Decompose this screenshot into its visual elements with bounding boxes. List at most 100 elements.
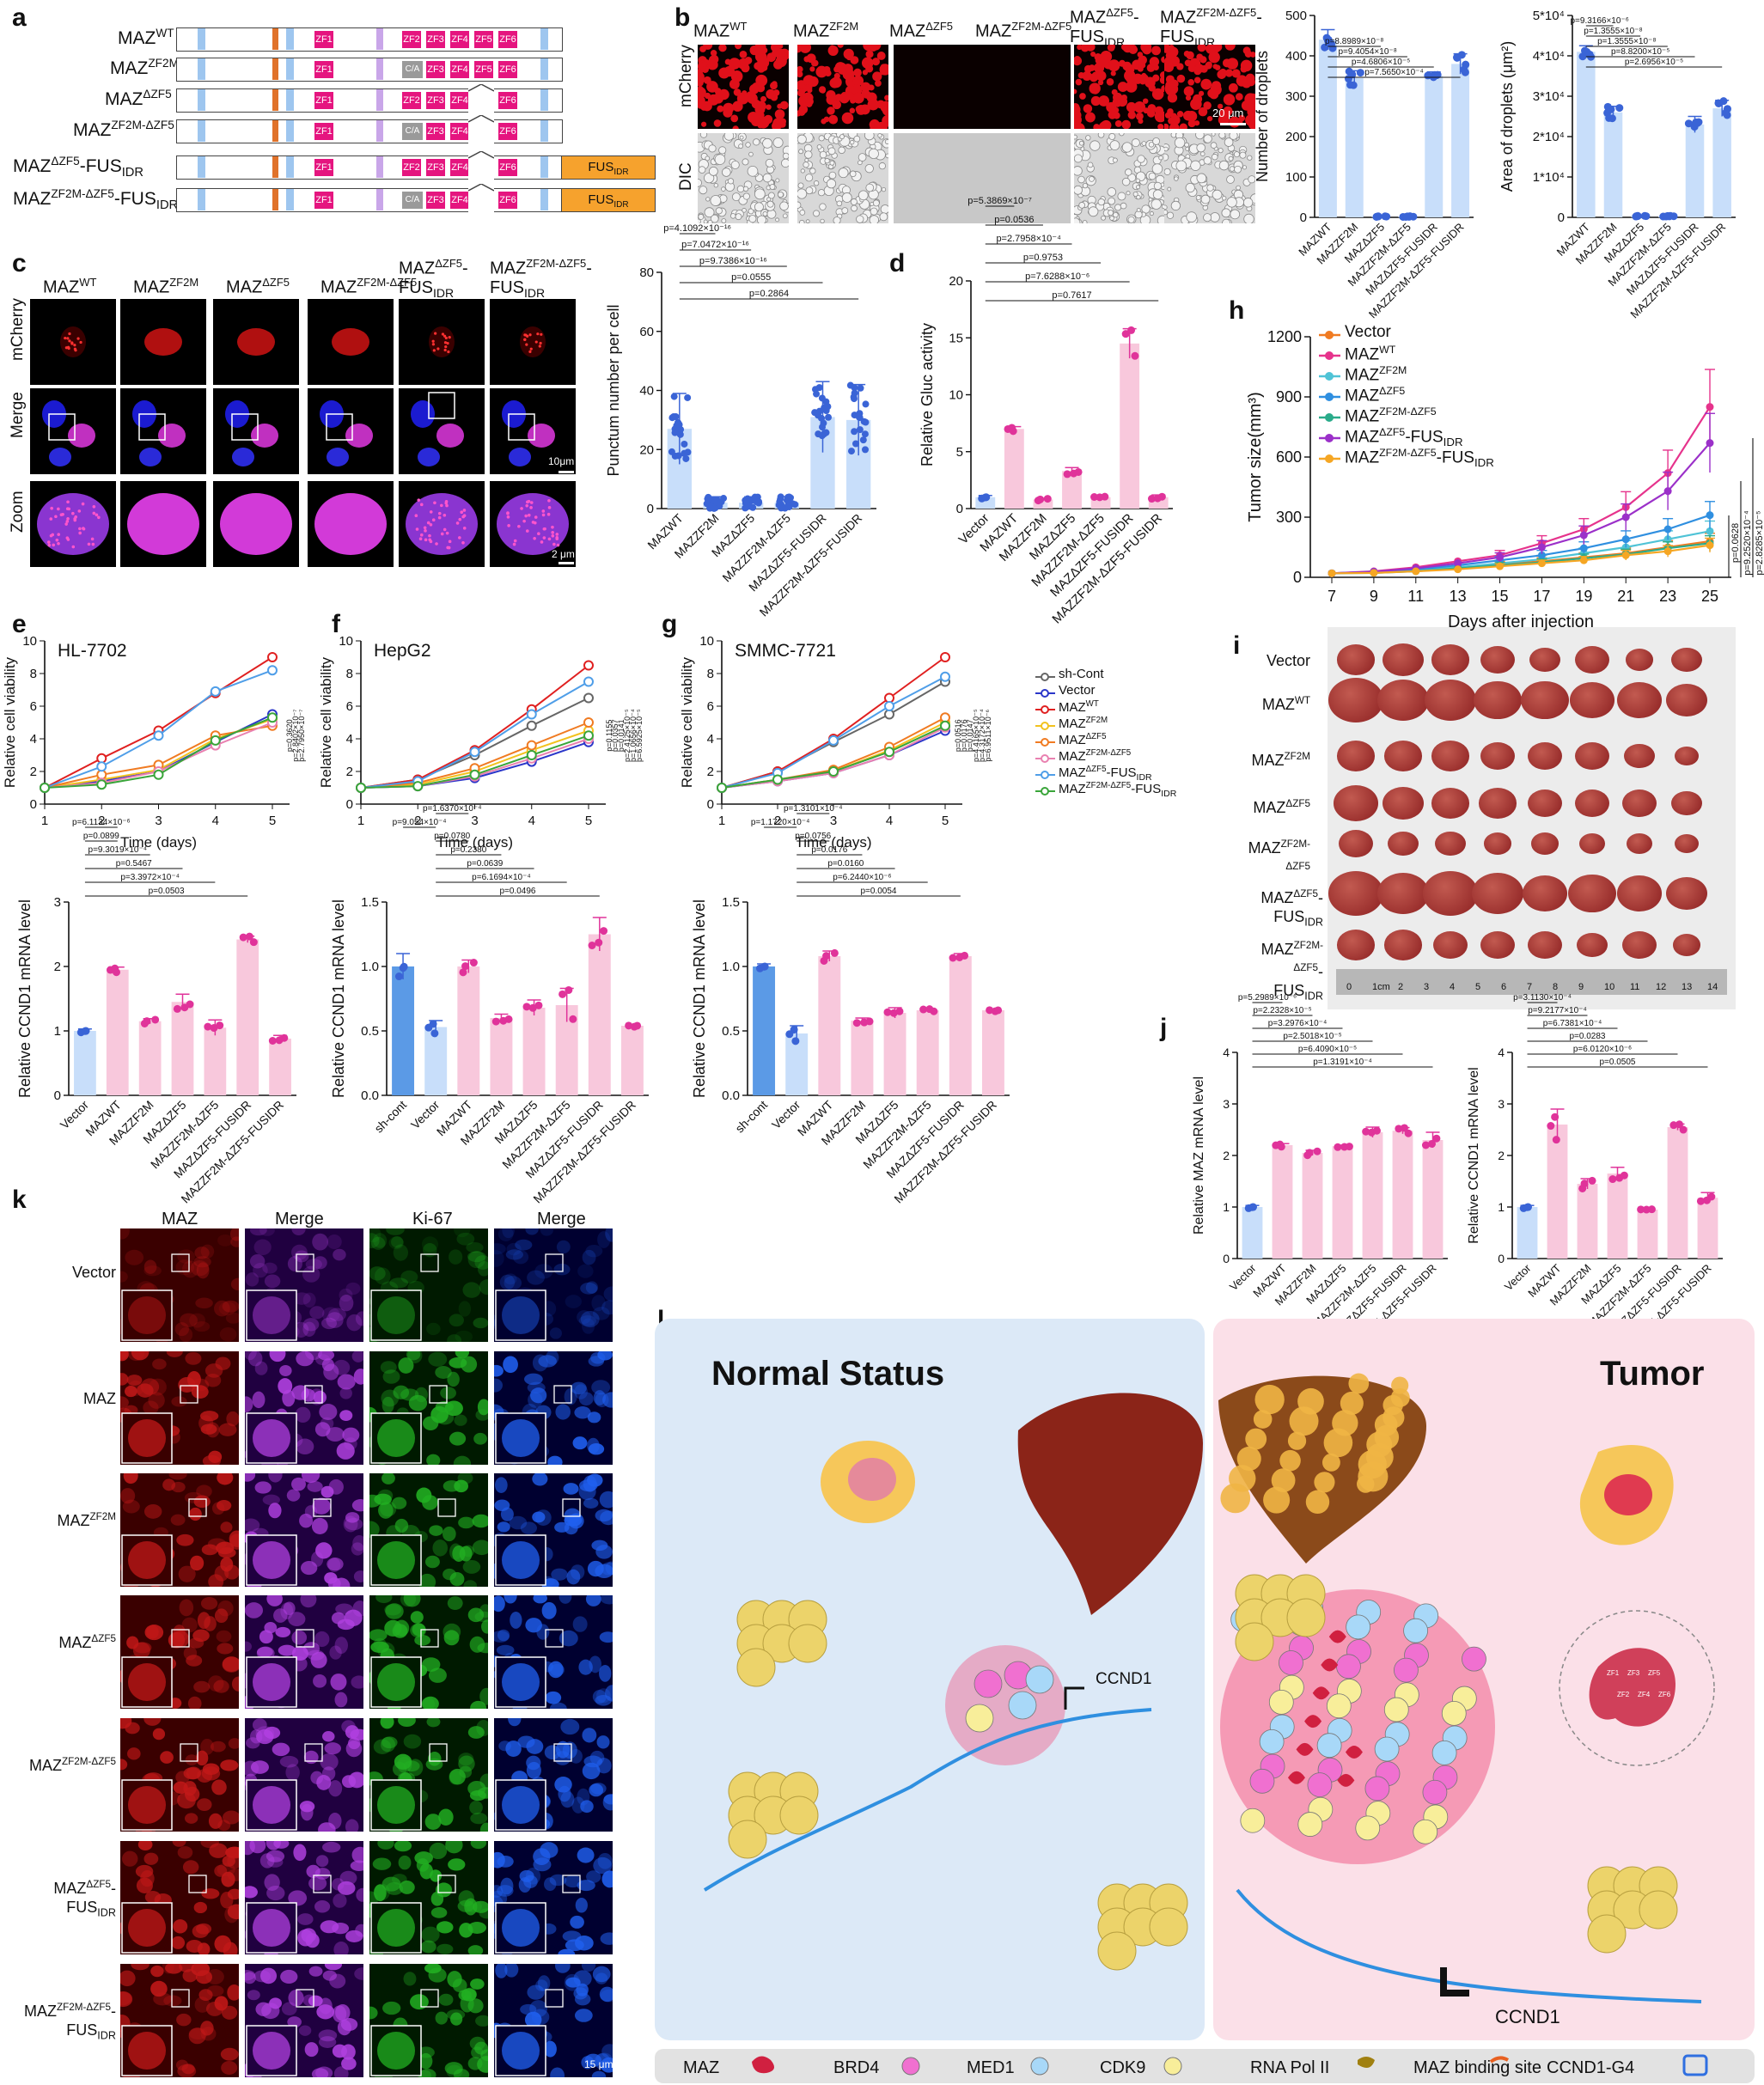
data-point xyxy=(275,1036,284,1045)
bar xyxy=(851,1021,874,1095)
data-point xyxy=(210,687,221,698)
x-tick-label: MAZZF2M-ΔZF5 xyxy=(1585,1262,1654,1331)
series-line xyxy=(44,713,273,789)
ihc-image xyxy=(239,1343,368,1469)
data-point xyxy=(789,500,797,508)
data-point xyxy=(1621,549,1630,558)
ihc-image xyxy=(118,1835,246,1960)
data-point xyxy=(1706,541,1714,550)
data-point xyxy=(742,497,749,504)
schematic-l: Normal Status Tumor CCND1 CCND1 ZF1 ZF2 ZF3 ZF4… xyxy=(655,1319,1755,2083)
y-tick-label: 2 xyxy=(1223,1149,1230,1162)
column-label: MAZWT xyxy=(693,20,748,41)
data-point xyxy=(1004,424,1012,433)
x-tick-label: 15 xyxy=(1492,588,1509,605)
data-point xyxy=(742,503,750,511)
legend-entry: MAZZF2M-ΔZF5 xyxy=(1059,748,1132,764)
bar xyxy=(1603,112,1623,217)
data-point xyxy=(751,493,759,501)
data-point xyxy=(1585,50,1594,58)
column-label: MAZZF2M-ΔZF5-FUSIDR xyxy=(1160,6,1262,49)
data-point xyxy=(674,452,682,460)
data-point xyxy=(1009,427,1017,436)
data-point xyxy=(822,405,830,412)
tumor-specimen xyxy=(1521,680,1569,720)
data-point xyxy=(1401,212,1410,221)
p-value: p=1.3191×10⁻⁴ xyxy=(1313,1058,1372,1067)
data-point xyxy=(1381,212,1389,221)
data-point xyxy=(1640,211,1649,220)
column-label: MAZΔZF5-FUSIDR xyxy=(399,257,468,300)
panel-letter-l: l xyxy=(657,1306,665,1334)
mcherry-image xyxy=(120,299,206,385)
mcherry-image xyxy=(792,39,894,134)
tumor-specimen xyxy=(1423,871,1478,916)
bar xyxy=(1062,471,1082,509)
tumor-specimen xyxy=(1577,932,1608,958)
data-point xyxy=(267,709,278,720)
data-point xyxy=(828,766,839,777)
y-tick-label: 10 xyxy=(339,634,353,649)
x-tick-label: MAZΔZF5-FUSIDR xyxy=(171,1098,254,1181)
row-label: MAZZF2M xyxy=(57,1511,116,1529)
tumor-specimen xyxy=(1617,682,1662,718)
x-tick-label: Vector xyxy=(1227,1261,1259,1293)
x-tick-label: 4 xyxy=(212,814,219,828)
domain-tick xyxy=(198,28,205,50)
bar xyxy=(774,503,799,509)
p-value: p=7.0472×10⁻¹⁶ xyxy=(681,240,749,250)
data-point xyxy=(1608,114,1616,123)
x-tick-label: MAZWT xyxy=(1554,220,1592,258)
data-point xyxy=(1669,1121,1678,1130)
series-line xyxy=(360,697,589,789)
data-point xyxy=(1244,1204,1253,1212)
data-point xyxy=(1374,212,1383,221)
ihc-image xyxy=(485,1349,620,1469)
data-point xyxy=(1621,503,1630,511)
y-tick-label: 3*10⁴ xyxy=(1533,89,1565,104)
tumor-specimen xyxy=(1622,931,1657,959)
zf-domain: ZF2 xyxy=(402,31,421,48)
data-point xyxy=(356,783,366,793)
data-point xyxy=(859,436,867,444)
domain-tick xyxy=(540,156,548,178)
data-point xyxy=(280,1033,289,1042)
data-point xyxy=(828,765,839,776)
zf-domain: ZF1 xyxy=(314,192,333,209)
construct-label: MAZZF2M-ΔZF5-FUSIDR xyxy=(13,187,179,213)
data-point xyxy=(588,941,596,949)
y-tick-label: 1.0 xyxy=(361,960,379,974)
y-tick-label: 4 xyxy=(30,732,37,747)
data-point xyxy=(429,1020,437,1028)
data-point xyxy=(1383,212,1391,221)
p-value: p=8.8989×10⁻⁸ xyxy=(1325,37,1383,46)
legend-entry: Vector xyxy=(1345,323,1391,341)
legend-label: MED1 xyxy=(967,2058,1015,2077)
data-point xyxy=(889,1009,898,1017)
zf-domain: ZF6 xyxy=(498,192,517,209)
data-point xyxy=(40,783,50,793)
y-tick-label: 40 xyxy=(639,384,654,399)
row-label: MAZZF2M-ΔZF5-FUSIDR xyxy=(24,2002,116,2042)
data-point xyxy=(1429,72,1437,81)
p-value: p=0.0160 xyxy=(827,859,864,869)
data-point xyxy=(1248,1203,1257,1211)
chart-g-ccnd1: 0.0 0.5 1.0 1.5 Relative CCND1 mRNA level sh-… xyxy=(691,804,1010,1206)
p-value: p=0.0780 xyxy=(434,832,470,841)
tumor-specimen xyxy=(1666,683,1707,717)
ccnd1-gene-label-normal: CCND1 xyxy=(1096,1670,1151,1688)
tumor-specimen xyxy=(1384,930,1422,960)
bar xyxy=(1004,429,1024,509)
data-point xyxy=(1328,569,1336,577)
data-point xyxy=(1303,1151,1312,1160)
series-line xyxy=(360,729,589,789)
x-tick-label: 5 xyxy=(942,814,949,828)
data-point xyxy=(1395,1125,1403,1133)
y-tick-label: 300 xyxy=(1276,509,1302,526)
data-point xyxy=(818,414,826,422)
data-point xyxy=(153,730,164,741)
data-point xyxy=(865,1017,874,1026)
p-value: p=9.3166×10⁻⁶ xyxy=(1570,16,1628,26)
data-point xyxy=(412,774,424,785)
data-point xyxy=(1579,525,1588,533)
